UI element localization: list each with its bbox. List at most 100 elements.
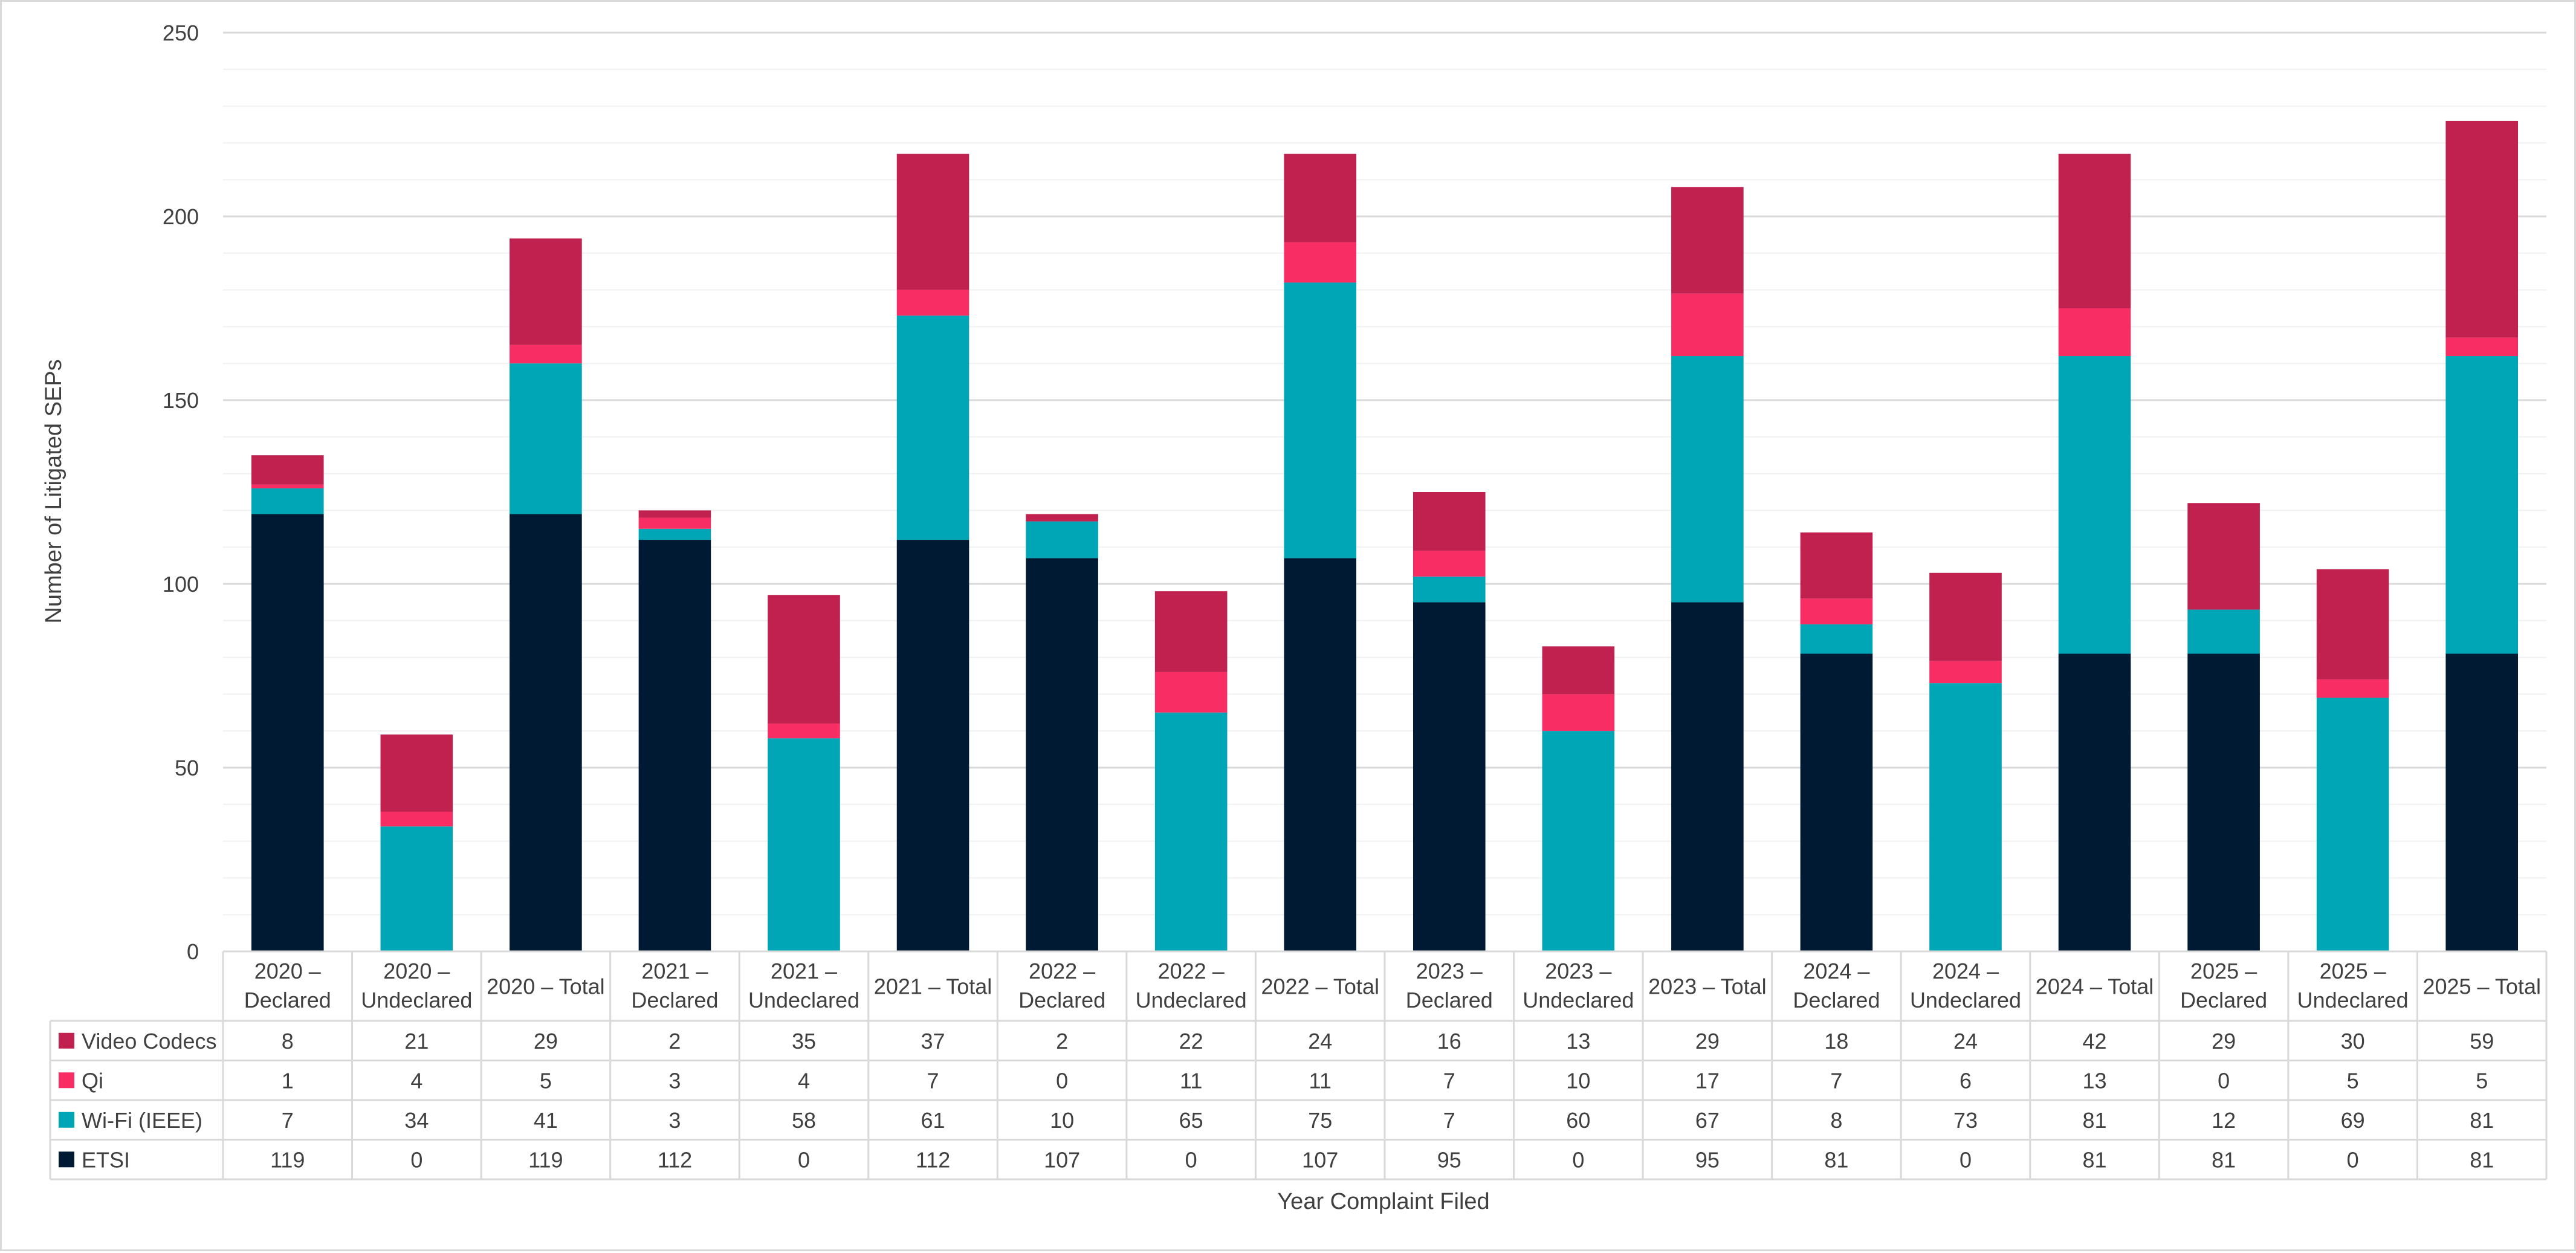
legend-swatch xyxy=(59,1151,74,1168)
table-cell-value: 29 xyxy=(2212,1029,2236,1054)
y-tick-label: 250 xyxy=(163,21,199,45)
bar-segment-etsi xyxy=(896,540,969,951)
table-cell-value: 6 xyxy=(1960,1068,1972,1093)
table-cell-value: 5 xyxy=(2347,1068,2359,1093)
table-cell-value: 7 xyxy=(1830,1068,1842,1093)
table-cell-value: 81 xyxy=(2470,1147,2494,1172)
table-cell-value: 24 xyxy=(1953,1029,1978,1054)
bar-segment-video-codecs xyxy=(1929,572,2002,661)
bar-segment-qi xyxy=(1671,293,1744,357)
table-cell-value: 11 xyxy=(1180,1068,1202,1093)
bar-segment-wi-fi-ieee xyxy=(1284,282,1357,559)
table-cell-value: 22 xyxy=(1179,1029,1203,1054)
bar-segment-etsi xyxy=(2445,653,2519,951)
bar-segment-etsi xyxy=(2058,653,2131,951)
bar-segment-wi-fi-ieee xyxy=(1929,683,2002,951)
x-category-label: 2025 – Total xyxy=(2422,974,2541,999)
table-cell-value: 29 xyxy=(1695,1029,1720,1054)
table-cell-value: 5 xyxy=(540,1068,552,1093)
x-category-label: 2025 – xyxy=(2190,959,2257,983)
table-cell-value: 8 xyxy=(1830,1108,1842,1133)
table-cell-value: 69 xyxy=(2341,1108,2365,1133)
x-category-label: Declared xyxy=(1018,988,1105,1012)
bar-segment-wi-fi-ieee xyxy=(380,826,453,951)
bar-segment-video-codecs xyxy=(380,734,453,812)
bar-segment-wi-fi-ieee xyxy=(1671,356,1744,603)
x-category-label: 2021 – Total xyxy=(874,974,992,999)
bar-segment-etsi xyxy=(1284,558,1357,951)
table-cell-value: 4 xyxy=(410,1068,422,1093)
bar-segment-qi xyxy=(896,290,969,316)
table-cell-value: 0 xyxy=(2347,1147,2359,1172)
bar-segment-video-codecs xyxy=(510,238,582,345)
table-cell-value: 65 xyxy=(1179,1108,1203,1133)
bar-segment-wi-fi-ieee xyxy=(2445,356,2519,654)
bar-segment-video-codecs xyxy=(251,455,324,485)
bar-segment-video-codecs xyxy=(2187,503,2260,610)
y-tick-label: 200 xyxy=(163,204,199,229)
table-cell-value: 29 xyxy=(534,1029,558,1054)
table-cell-value: 42 xyxy=(2083,1029,2107,1054)
table-cell-value: 0 xyxy=(1056,1068,1068,1093)
legend-label: Qi xyxy=(82,1068,103,1093)
table-cell-value: 18 xyxy=(1824,1029,1848,1054)
table-cell-value: 34 xyxy=(404,1108,429,1133)
table-cell-value: 10 xyxy=(1050,1108,1074,1133)
table-cell-value: 61 xyxy=(921,1108,945,1133)
bar-segment-etsi xyxy=(251,514,324,951)
legend-label: ETSI xyxy=(82,1147,130,1172)
table-cell-value: 7 xyxy=(927,1068,939,1093)
table-cell-value: 0 xyxy=(1185,1147,1197,1172)
table-cell-value: 12 xyxy=(2212,1108,2236,1133)
bar-segment-wi-fi-ieee xyxy=(896,316,969,540)
x-category-label: Undeclared xyxy=(1523,988,1634,1012)
x-category-label: Undeclared xyxy=(1136,988,1247,1012)
bar-segment-wi-fi-ieee xyxy=(1542,731,1615,951)
x-category-label: Declared xyxy=(1793,988,1880,1012)
bars xyxy=(251,120,2519,951)
table-cell-value: 2 xyxy=(1056,1029,1068,1054)
gridlines xyxy=(223,31,2546,916)
bar-segment-wi-fi-ieee xyxy=(510,363,582,514)
bar-segment-wi-fi-ieee xyxy=(1154,712,1228,951)
table-cell-value: 73 xyxy=(1953,1108,1978,1133)
bar-segment-qi xyxy=(1800,598,1873,624)
table-cell-value: 112 xyxy=(658,1147,692,1172)
table-cell-value: 81 xyxy=(2083,1147,2107,1172)
table-cell-value: 81 xyxy=(2470,1108,2494,1133)
bar-segment-video-codecs xyxy=(2058,154,2131,308)
bar-segment-video-codecs xyxy=(1154,591,1228,672)
bar-segment-etsi xyxy=(1671,602,1744,951)
bar-segment-qi xyxy=(1413,551,1486,577)
legend-label: Wi-Fi (IEEE) xyxy=(82,1108,202,1133)
table-cell-value: 119 xyxy=(270,1147,305,1172)
table-cell-value: 24 xyxy=(1308,1029,1332,1054)
table-cell-value: 59 xyxy=(2470,1029,2494,1054)
table-cell-value: 0 xyxy=(1572,1147,1584,1172)
table-cell-value: 21 xyxy=(404,1029,429,1054)
table-cell-value: 7 xyxy=(1443,1068,1455,1093)
y-tick-label: 0 xyxy=(187,939,199,964)
bar-segment-video-codecs xyxy=(1413,492,1486,551)
table-cell-value: 60 xyxy=(1566,1108,1590,1133)
table-cell-value: 0 xyxy=(410,1147,422,1172)
bar-segment-video-codecs xyxy=(1284,154,1357,242)
bar-segment-qi xyxy=(1284,242,1357,283)
bar-segment-video-codecs xyxy=(1800,532,1873,599)
bar-segment-video-codecs xyxy=(1542,646,1615,694)
x-category-label: Undeclared xyxy=(2297,988,2409,1012)
x-category-label: Undeclared xyxy=(748,988,859,1012)
table-cell-value: 3 xyxy=(668,1068,681,1093)
table-cell-value: 35 xyxy=(792,1029,816,1054)
x-category-label: Declared xyxy=(1406,988,1493,1012)
bar-segment-etsi xyxy=(638,540,711,951)
bar-segment-video-codecs xyxy=(896,154,969,290)
table-cell-value: 1 xyxy=(282,1068,294,1093)
x-category-label: 2024 – xyxy=(1932,959,1999,983)
table-cell-value: 112 xyxy=(916,1147,950,1172)
bar-segment-qi xyxy=(768,724,840,739)
bar-segment-etsi xyxy=(510,514,582,951)
table-cell-value: 58 xyxy=(792,1108,816,1133)
